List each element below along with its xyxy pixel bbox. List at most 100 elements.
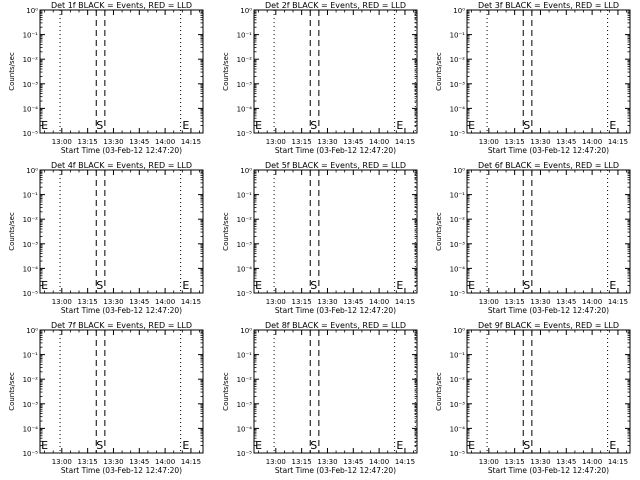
plot-title: Det 7f BLACK = Events, RED = LLD [51, 321, 192, 330]
marker-e: E [468, 279, 475, 292]
marker-s: S [96, 439, 103, 452]
y-tick-label: 10⁻² [450, 376, 466, 384]
x-tick-label: 13:15 [292, 298, 312, 306]
x-tick-label: 13:00 [479, 298, 499, 306]
y-axis-label: Counts/sec [435, 52, 443, 91]
marker-s: S [523, 439, 530, 452]
y-tick-label: 10⁻¹ [237, 352, 253, 360]
x-tick-label: 14:00 [582, 298, 602, 306]
x-axis-label: Start Time (03-Feb-12 12:47:20) [275, 466, 396, 475]
marker-e: E [255, 119, 262, 132]
y-tick-label: 10⁻² [450, 56, 466, 64]
y-tick-label: 10⁻² [23, 56, 39, 64]
x-axis-label: Start Time (03-Feb-12 12:47:20) [61, 466, 182, 475]
y-tick-label: 10⁻⁵ [237, 130, 253, 138]
x-tick-label: 14:15 [395, 298, 415, 306]
marker-e: E [182, 439, 189, 452]
plot-frame [466, 9, 631, 134]
x-tick-label: 13:00 [266, 138, 286, 146]
y-tick-label: 10⁻² [237, 376, 253, 384]
marker-e: E [396, 119, 403, 132]
marker-e: E [396, 439, 403, 452]
marker-s: S [96, 119, 103, 132]
x-tick-label: 13:30 [103, 138, 123, 146]
x-tick-label: 13:30 [317, 298, 337, 306]
x-tick-label: 13:45 [129, 138, 149, 146]
marker-e: E [609, 279, 616, 292]
x-tick-label: 13:15 [505, 138, 525, 146]
x-tick-label: 13:00 [479, 458, 499, 466]
x-tick-label: 13:15 [292, 138, 312, 146]
y-tick-label: 10⁻² [237, 216, 253, 224]
y-axis-label: Counts/sec [8, 52, 16, 91]
detector-plot-9: Det 9f BLACK = Events, RED = LLD 10⁰ 10⁻¹ 1… [435, 321, 631, 475]
plot-title: Det 6f BLACK = Events, RED = LLD [478, 161, 619, 170]
y-tick-label: 10⁰ [453, 167, 465, 175]
x-tick-label: 13:30 [530, 298, 550, 306]
detector-plot-3: Det 3f BLACK = Events, RED = LLD 10⁰ 10⁻¹ 1… [435, 1, 631, 155]
marker-e: E [182, 119, 189, 132]
y-tick-label: 10⁻¹ [23, 32, 39, 40]
y-tick-label: 10⁻³ [450, 241, 466, 249]
x-tick-label: 13:00 [52, 458, 72, 466]
y-tick-label: 10⁻⁴ [450, 425, 466, 433]
y-tick-label: 10⁻⁴ [237, 105, 253, 113]
y-tick-label: 10⁻¹ [450, 32, 466, 40]
detector-plot-5: Det 5f BLACK = Events, RED = LLD 10⁰ 10⁻¹ 1… [222, 161, 418, 315]
y-tick-label: 10⁻⁵ [23, 450, 39, 458]
x-tick-label: 13:15 [505, 458, 525, 466]
y-axis-label: Counts/sec [222, 212, 230, 251]
marker-e: E [255, 279, 262, 292]
x-tick-label: 14:15 [181, 138, 201, 146]
y-axis-label: Counts/sec [222, 52, 230, 91]
y-tick-label: 10⁻³ [237, 401, 253, 409]
plot-frame [39, 9, 204, 134]
x-tick-label: 13:45 [556, 298, 576, 306]
plot-frame [39, 169, 204, 294]
x-tick-label: 13:30 [530, 138, 550, 146]
x-tick-label: 13:00 [52, 138, 72, 146]
y-tick-label: 10⁻¹ [237, 192, 253, 200]
x-axis-label: Start Time (03-Feb-12 12:47:20) [61, 306, 182, 315]
x-axis-label: Start Time (03-Feb-12 12:47:20) [275, 146, 396, 155]
x-tick-label: 13:00 [52, 298, 72, 306]
detector-plot-4: Det 4f BLACK = Events, RED = LLD 10⁰ 10⁻¹ 1… [8, 161, 204, 315]
marker-s: S [523, 119, 530, 132]
detector-plot-6: Det 6f BLACK = Events, RED = LLD 10⁰ 10⁻¹ 1… [435, 161, 631, 315]
plot-title: Det 1f BLACK = Events, RED = LLD [51, 1, 192, 10]
x-tick-label: 14:15 [181, 298, 201, 306]
y-tick-label: 10⁰ [26, 167, 38, 175]
marker-e: E [468, 439, 475, 452]
x-axis-label: Start Time (03-Feb-12 12:47:20) [488, 146, 609, 155]
marker-e: E [609, 119, 616, 132]
y-axis-label: Counts/sec [222, 372, 230, 411]
y-tick-label: 10⁻³ [450, 401, 466, 409]
marker-e: E [41, 439, 48, 452]
y-tick-label: 10⁻³ [23, 81, 39, 89]
x-tick-label: 13:15 [292, 458, 312, 466]
y-tick-label: 10⁰ [26, 327, 38, 335]
plot-frame [466, 329, 631, 454]
plot-title: Det 2f BLACK = Events, RED = LLD [265, 1, 406, 10]
y-tick-label: 10⁻¹ [23, 192, 39, 200]
x-tick-label: 13:00 [266, 298, 286, 306]
x-tick-label: 13:45 [129, 298, 149, 306]
y-tick-label: 10⁻⁴ [450, 105, 466, 113]
y-tick-label: 10⁻² [450, 216, 466, 224]
x-tick-label: 13:00 [479, 138, 499, 146]
x-tick-label: 14:00 [155, 138, 175, 146]
y-tick-label: 10⁻⁴ [450, 265, 466, 273]
detector-plot-7: Det 7f BLACK = Events, RED = LLD 10⁰ 10⁻¹ 1… [8, 321, 204, 475]
x-axis-label: Start Time (03-Feb-12 12:47:20) [275, 306, 396, 315]
y-tick-label: 10⁻² [23, 376, 39, 384]
x-tick-label: 13:45 [556, 458, 576, 466]
x-tick-label: 13:45 [343, 298, 363, 306]
x-tick-label: 13:30 [530, 458, 550, 466]
x-axis-label: Start Time (03-Feb-12 12:47:20) [61, 146, 182, 155]
y-tick-label: 10⁻⁴ [23, 265, 39, 273]
x-tick-label: 13:15 [505, 298, 525, 306]
x-tick-label: 14:15 [395, 138, 415, 146]
marker-s: S [310, 279, 317, 292]
y-tick-label: 10⁻⁵ [450, 130, 466, 138]
